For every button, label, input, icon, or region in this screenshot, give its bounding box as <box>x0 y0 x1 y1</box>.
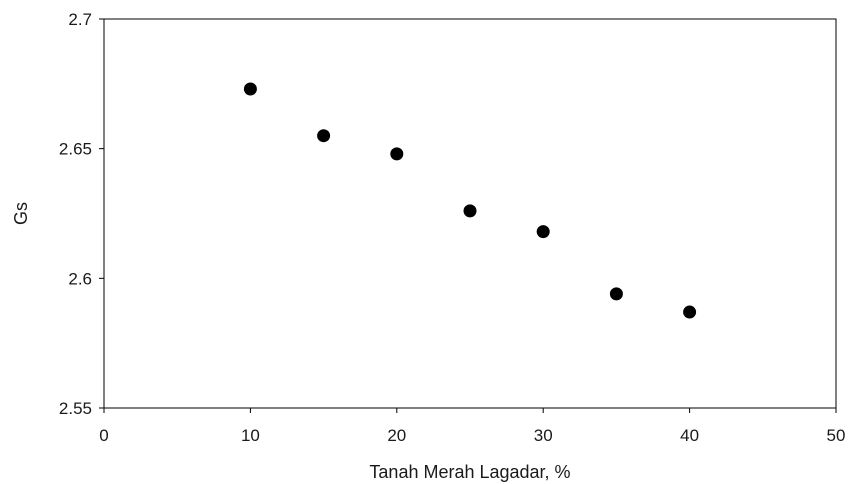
x-tick-label: 30 <box>534 426 553 445</box>
data-point <box>317 129 331 143</box>
x-tick-label: 0 <box>99 426 108 445</box>
y-tick-label: 2.65 <box>59 140 92 159</box>
data-point <box>609 287 623 301</box>
data-point <box>390 147 404 161</box>
x-tick-label: 10 <box>241 426 260 445</box>
x-axis-ticks: 0 10 20 30 40 50 <box>99 408 845 445</box>
x-tick-label: 40 <box>680 426 699 445</box>
data-point <box>536 225 550 239</box>
plot-area <box>103 18 837 409</box>
x-axis-title: Tanah Merah Lagadar, % <box>369 462 570 482</box>
data-point <box>243 82 257 96</box>
y-axis-title: Gs <box>11 202 31 225</box>
y-tick-label: 2.6 <box>68 269 92 288</box>
data-point <box>463 204 477 218</box>
data-points <box>243 82 697 319</box>
y-axis-ticks: 2.55 2.6 2.65 2.7 <box>59 10 104 418</box>
data-point <box>683 305 697 319</box>
y-tick-label: 2.7 <box>68 10 92 29</box>
x-tick-label: 20 <box>387 426 406 445</box>
y-tick-label: 2.55 <box>59 399 92 418</box>
plot-border <box>103 18 837 409</box>
x-tick-label: 50 <box>827 426 846 445</box>
